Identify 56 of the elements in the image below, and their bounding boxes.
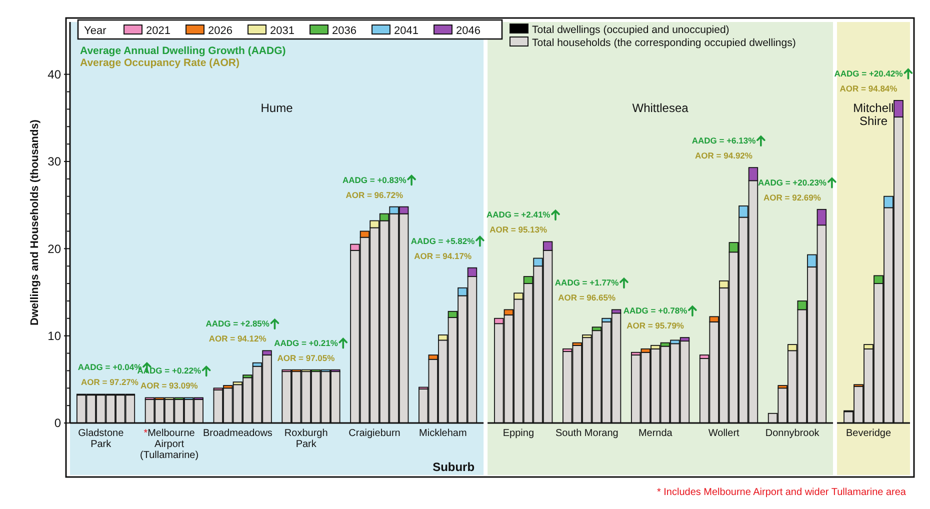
- annotation: AADG = +20.42%: [834, 68, 904, 78]
- y-tick-label: 20: [48, 242, 62, 256]
- annotation: AOR = 95.13%: [490, 224, 548, 235]
- x-tick-label: Roxburgh Park: [284, 428, 328, 450]
- annotation: AADG = +2.41%: [486, 210, 551, 220]
- annotation: Total dwellings (occupied and unoccupied): [532, 24, 730, 36]
- annotation: AADG = +2.85%: [206, 318, 270, 329]
- x-tick-label: Donnybrook: [765, 428, 820, 439]
- annotation: AADG = +0.21%: [274, 338, 338, 348]
- x-axis-title: Suburb: [432, 460, 475, 474]
- annotation: AADG = +1.77%: [554, 278, 620, 288]
- annotation: AOR = 95.79%: [626, 320, 684, 331]
- annotation: AADG = +6.13%: [692, 136, 756, 146]
- annotation: AOR = 94.17%: [414, 250, 472, 261]
- y-tick-label: 0: [54, 416, 62, 430]
- legend-label: 2021: [146, 25, 170, 37]
- y-tick-label: 40: [48, 68, 62, 82]
- x-tick-label: Gladstone Park: [78, 428, 124, 450]
- x-tick-label: Craigieburn: [348, 428, 400, 439]
- annotation: AOR = 97.27%: [81, 377, 139, 388]
- x-tick-label: *Melbourne Airport (Tullamarine): [140, 428, 199, 461]
- legend-label: 2046: [456, 25, 480, 37]
- annotation: AOR = 96.72%: [346, 190, 404, 200]
- annotation: AOR = 96.65%: [558, 292, 616, 303]
- annotation: AOR = 93.09%: [140, 380, 198, 391]
- text: Mitchell Shire: [853, 101, 894, 128]
- annotation: AADG = +0.78%: [623, 306, 688, 316]
- annotation: AOR = 94.92%: [695, 150, 753, 161]
- legend-label: 2041: [394, 25, 418, 37]
- legend-label: Total households (the corresponding occupied dwellings): [532, 37, 796, 49]
- x-tick-label: Beveridge: [846, 428, 892, 439]
- annotation: Average Annual Dwelling Growth (AADG): [80, 45, 286, 57]
- legend-title: Year: [84, 25, 107, 37]
- x-tick-label: South Morang: [556, 428, 618, 439]
- annotation: AOR = 94.84%: [840, 83, 898, 94]
- annotation: Average Occupancy Rate (AOR): [80, 57, 240, 69]
- x-tick-label: Mickleham: [419, 428, 467, 439]
- text: Hume: [260, 101, 294, 116]
- annotation: AADG = +0.83%: [342, 174, 407, 185]
- y-tick-label: 10: [48, 329, 62, 344]
- legend-label: 2036: [332, 25, 356, 37]
- annotation: AOR = 97.05%: [277, 352, 336, 363]
- x-tick-label: Epping: [502, 428, 534, 439]
- annotation: AADG = +5.82%: [410, 236, 476, 246]
- annotation: AOR = 92.69%: [764, 192, 822, 202]
- annotation: AADG = +20.23%: [758, 177, 827, 188]
- y-axis-title: Dwellings and Households (thousands): [29, 119, 41, 326]
- x-tick-label: Mernda: [638, 428, 673, 439]
- legend-label: 2031: [270, 25, 294, 37]
- x-tick-label: Wollert: [708, 428, 740, 439]
- y-tick-label: 30: [48, 154, 62, 169]
- text: Whittlesea: [632, 101, 689, 116]
- text: * Includes Melbourne Airport and wider Tullamarine area: [656, 487, 906, 498]
- x-tick-label: Broadmeadows: [202, 428, 272, 439]
- annotation: AOR = 94.12%: [208, 334, 267, 344]
- legend-label: 2026: [208, 25, 232, 37]
